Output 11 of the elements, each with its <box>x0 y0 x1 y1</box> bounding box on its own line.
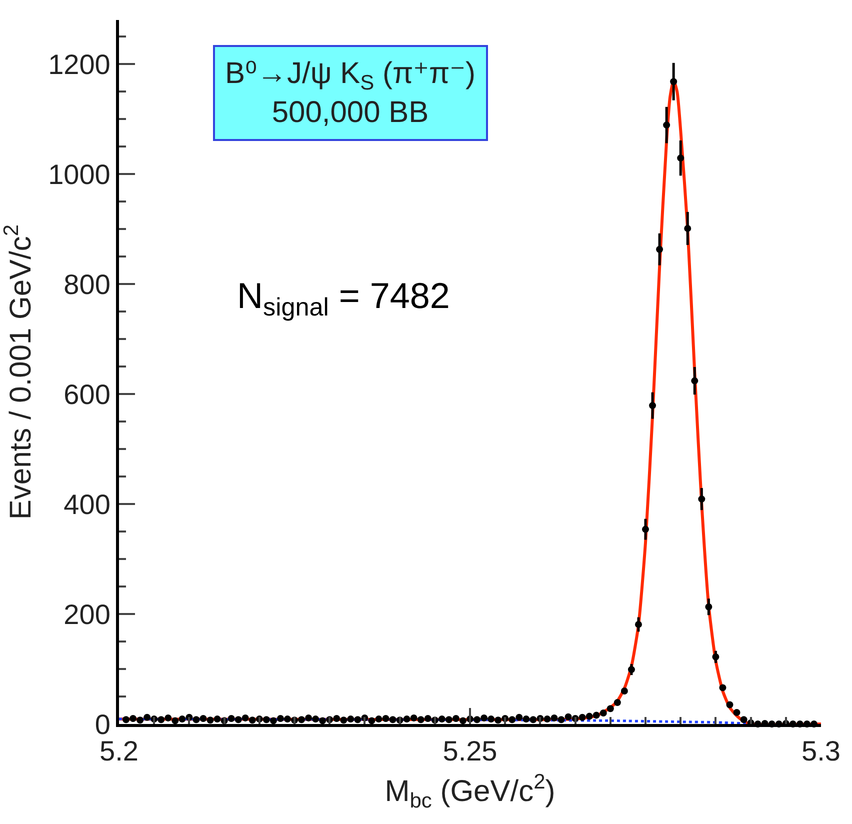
annotation: B⁰→J/ψ K$_{S}$ (π⁺π⁻) 500,000 BB <box>225 57 476 129</box>
y-tick-label: 600 <box>64 378 110 410</box>
y-tick-label: 800 <box>64 268 110 300</box>
y-tick-label: 1000 <box>48 158 110 190</box>
x-tick-label: 5.25 <box>442 736 498 767</box>
annotation: N$_{signal}$ = 7482 <box>237 275 450 322</box>
x-axis-title: M$_{bc}$ (GeV/c$^{2}$) <box>384 770 556 812</box>
y-tick-label: 1200 <box>48 48 110 80</box>
x-tick-label: 5.3 <box>802 736 840 767</box>
y-tick-label: 200 <box>64 598 110 630</box>
y-tick-label: 400 <box>64 488 110 520</box>
